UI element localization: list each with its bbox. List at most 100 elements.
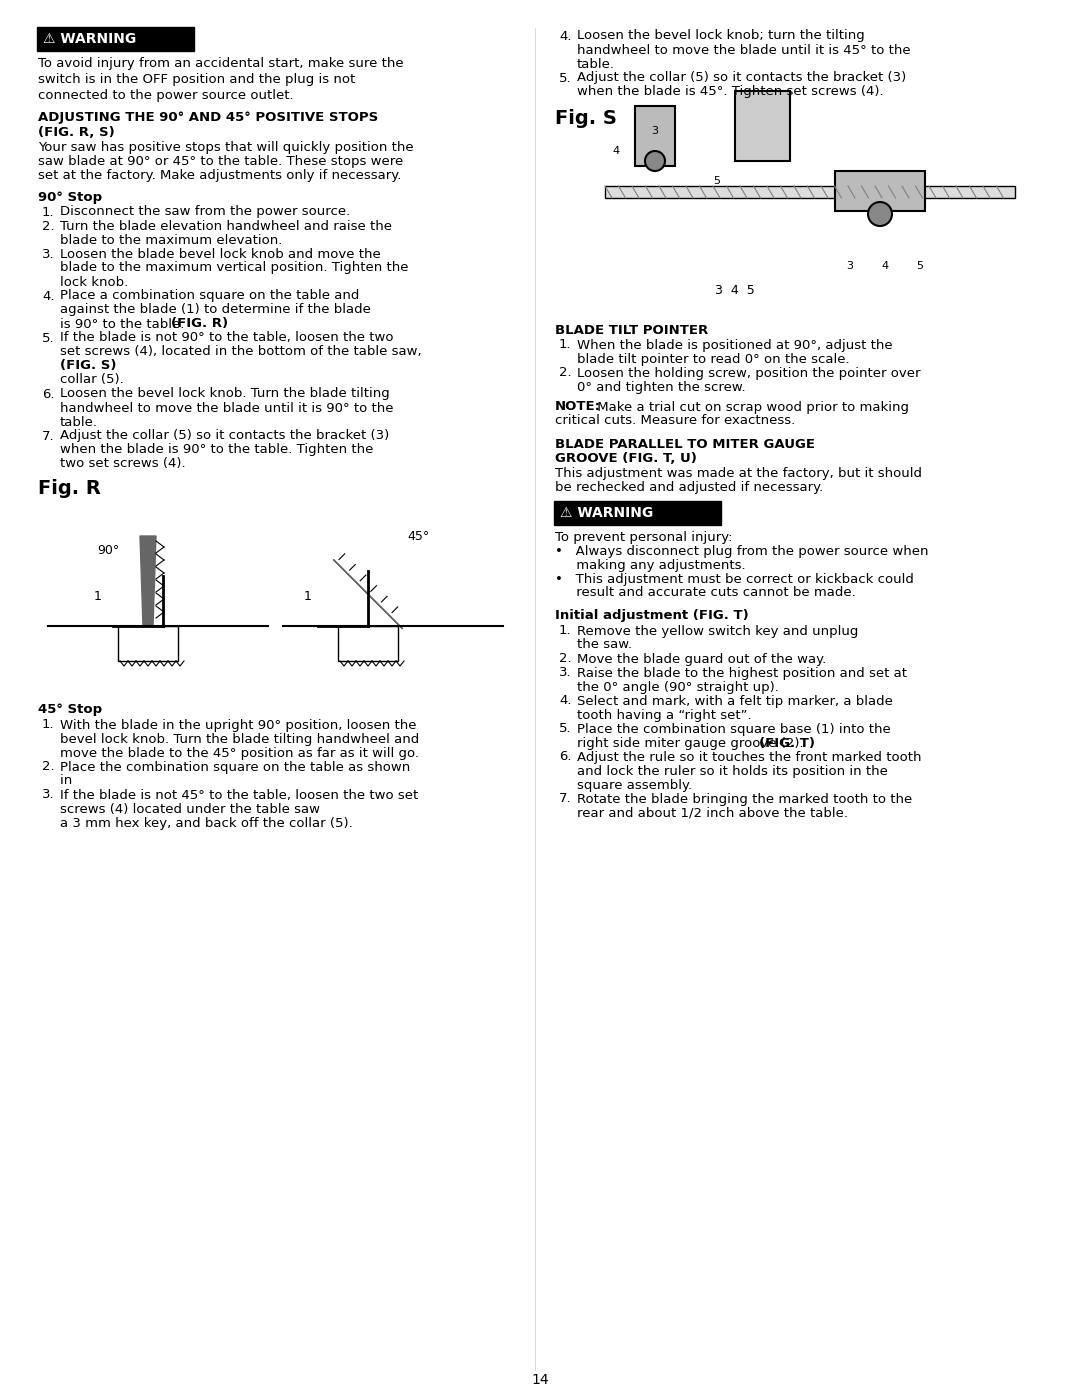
Bar: [118, 626, 178, 661]
Text: Rotate the blade bringing the marked tooth to the: Rotate the blade bringing the marked too…: [577, 792, 913, 806]
Text: 4: 4: [881, 261, 889, 271]
Text: (FIG. T): (FIG. T): [759, 736, 815, 750]
Text: Move the blade guard out of the way.: Move the blade guard out of the way.: [577, 652, 826, 665]
Text: 1: 1: [305, 590, 312, 602]
Text: 6.: 6.: [42, 387, 54, 401]
Text: lock knob.: lock knob.: [60, 275, 129, 289]
Text: the saw.: the saw.: [577, 638, 632, 651]
Text: 7.: 7.: [559, 792, 571, 806]
Text: making any adjustments.: making any adjustments.: [555, 559, 745, 571]
Text: ⚠ WARNING: ⚠ WARNING: [43, 32, 136, 46]
Text: NOTE:: NOTE:: [555, 401, 600, 414]
Text: •   Always disconnect plug from the power source when: • Always disconnect plug from the power …: [555, 545, 929, 557]
Text: saw blade at 90° or 45° to the table. These stops were: saw blade at 90° or 45° to the table. Th…: [38, 155, 403, 169]
Text: 2.: 2.: [42, 760, 55, 774]
Text: Remove the yellow switch key and unplug: Remove the yellow switch key and unplug: [577, 624, 859, 637]
Text: Loosen the blade bevel lock knob and move the: Loosen the blade bevel lock knob and mov…: [60, 247, 381, 260]
Text: against the blade (1) to determine if the blade: against the blade (1) to determine if th…: [60, 303, 370, 317]
Text: table.: table.: [577, 57, 615, 70]
Text: 45°: 45°: [407, 529, 429, 542]
Text: 1.: 1.: [42, 718, 55, 732]
Text: Disconnect the saw from the power source.: Disconnect the saw from the power source…: [60, 205, 350, 218]
Text: 5: 5: [713, 176, 720, 186]
Text: right side miter gauge groove (2).: right side miter gauge groove (2).: [577, 736, 808, 750]
Text: BLADE PARALLEL TO MITER GAUGE: BLADE PARALLEL TO MITER GAUGE: [555, 437, 815, 450]
Text: 1: 1: [94, 590, 102, 602]
Polygon shape: [140, 536, 156, 626]
Text: two set screws (4).: two set screws (4).: [60, 457, 186, 471]
Text: Raise the blade to the highest position and set at: Raise the blade to the highest position …: [577, 666, 907, 679]
Text: 3.: 3.: [42, 788, 55, 802]
Bar: [38, 496, 518, 692]
Text: Fig. S: Fig. S: [555, 109, 617, 127]
Text: blade tilt pointer to read 0° on the scale.: blade tilt pointer to read 0° on the sca…: [577, 352, 850, 366]
Text: To prevent personal injury:: To prevent personal injury:: [555, 531, 732, 543]
Text: 5.: 5.: [42, 331, 55, 345]
Text: 2.: 2.: [42, 219, 55, 232]
Text: when the blade is 90° to the table. Tighten the: when the blade is 90° to the table. Tigh…: [60, 443, 374, 457]
Text: Adjust the rule so it touches the front marked tooth: Adjust the rule so it touches the front …: [577, 750, 921, 764]
Text: collar (5).: collar (5).: [60, 373, 124, 387]
Text: handwheel to move the blade until it is 90° to the: handwheel to move the blade until it is …: [60, 401, 393, 415]
Text: result and accurate cuts cannot be made.: result and accurate cuts cannot be made.: [555, 587, 855, 599]
Text: rear and about 1/2 inch above the table.: rear and about 1/2 inch above the table.: [577, 806, 848, 820]
Bar: [635, 106, 675, 166]
Text: 2.: 2.: [559, 652, 571, 665]
Text: 45° Stop: 45° Stop: [38, 704, 103, 717]
Text: 3: 3: [847, 261, 853, 271]
Text: 7.: 7.: [42, 429, 55, 443]
Text: set at the factory. Make adjustments only if necessary.: set at the factory. Make adjustments onl…: [38, 169, 402, 183]
Text: To avoid injury from an accidental start, make sure the: To avoid injury from an accidental start…: [38, 57, 404, 70]
Text: 90°: 90°: [97, 545, 119, 557]
Text: 0° and tighten the screw.: 0° and tighten the screw.: [577, 380, 745, 394]
Text: (FIG. R): (FIG. R): [172, 317, 229, 331]
Text: 3  4  5: 3 4 5: [715, 285, 755, 298]
Circle shape: [645, 151, 665, 170]
Text: connected to the power source outlet.: connected to the power source outlet.: [38, 89, 294, 102]
Text: With the blade in the upright 90° position, loosen the: With the blade in the upright 90° positi…: [60, 718, 417, 732]
Text: 5.: 5.: [559, 71, 571, 84]
Text: 4.: 4.: [42, 289, 54, 303]
Bar: [605, 186, 1015, 198]
Text: screws (4) located under the table saw: screws (4) located under the table saw: [60, 802, 324, 816]
Text: be rechecked and adjusted if necessary.: be rechecked and adjusted if necessary.: [555, 482, 823, 495]
Text: 4.: 4.: [559, 694, 571, 707]
Text: Adjust the collar (5) so it contacts the bracket (3): Adjust the collar (5) so it contacts the…: [60, 429, 389, 443]
Text: square assembly.: square assembly.: [577, 778, 692, 792]
Bar: [555, 126, 1035, 312]
Text: 4.: 4.: [559, 29, 571, 42]
Text: Loosen the bevel lock knob; turn the tilting: Loosen the bevel lock knob; turn the til…: [577, 29, 865, 42]
Text: Place the combination square base (1) into the: Place the combination square base (1) in…: [577, 722, 891, 735]
Text: 5.: 5.: [559, 722, 571, 735]
Text: tooth having a “right set”.: tooth having a “right set”.: [577, 708, 752, 721]
Text: and lock the ruler so it holds its position in the: and lock the ruler so it holds its posit…: [577, 764, 888, 778]
Text: the 0° angle (90° straight up).: the 0° angle (90° straight up).: [577, 680, 779, 693]
Bar: [735, 91, 789, 161]
Text: 3.: 3.: [42, 247, 55, 260]
Text: 5: 5: [917, 261, 923, 271]
Text: set screws (4), located in the bottom of the table saw,: set screws (4), located in the bottom of…: [60, 345, 421, 359]
Text: Adjust the collar (5) so it contacts the bracket (3): Adjust the collar (5) so it contacts the…: [577, 71, 906, 84]
Text: move the blade to the 45° position as far as it will go.: move the blade to the 45° position as fa…: [60, 746, 419, 760]
Text: 6.: 6.: [559, 750, 571, 764]
Text: in: in: [60, 774, 77, 788]
Text: is 90° to the table.: is 90° to the table.: [60, 317, 189, 331]
Text: Turn the blade elevation handwheel and raise the: Turn the blade elevation handwheel and r…: [60, 219, 392, 232]
Text: when the blade is 45°. Tighten set screws (4).: when the blade is 45°. Tighten set screw…: [577, 85, 883, 99]
Text: Your saw has positive stops that will quickly position the: Your saw has positive stops that will qu…: [38, 141, 414, 155]
Text: 14: 14: [531, 1373, 549, 1387]
Text: 4: 4: [612, 147, 620, 156]
Text: 90° Stop: 90° Stop: [38, 190, 103, 204]
Text: GROOVE (FIG. T, U): GROOVE (FIG. T, U): [555, 453, 697, 465]
Text: If the blade is not 45° to the table, loosen the two set: If the blade is not 45° to the table, lo…: [60, 788, 418, 802]
Text: ADJUSTING THE 90° AND 45° POSITIVE STOPS: ADJUSTING THE 90° AND 45° POSITIVE STOPS: [38, 112, 378, 124]
Text: Initial adjustment (FIG. T): Initial adjustment (FIG. T): [555, 609, 748, 623]
Text: 1.: 1.: [559, 338, 571, 352]
Text: blade to the maximum elevation.: blade to the maximum elevation.: [60, 233, 282, 246]
Text: 1.: 1.: [559, 624, 571, 637]
Text: Place the combination square on the table as shown: Place the combination square on the tabl…: [60, 760, 410, 774]
Text: handwheel to move the blade until it is 45° to the: handwheel to move the blade until it is …: [577, 43, 910, 56]
Text: (FIG. S): (FIG. S): [60, 359, 117, 373]
Polygon shape: [334, 560, 403, 629]
Text: Loosen the holding screw, position the pointer over: Loosen the holding screw, position the p…: [577, 366, 920, 380]
